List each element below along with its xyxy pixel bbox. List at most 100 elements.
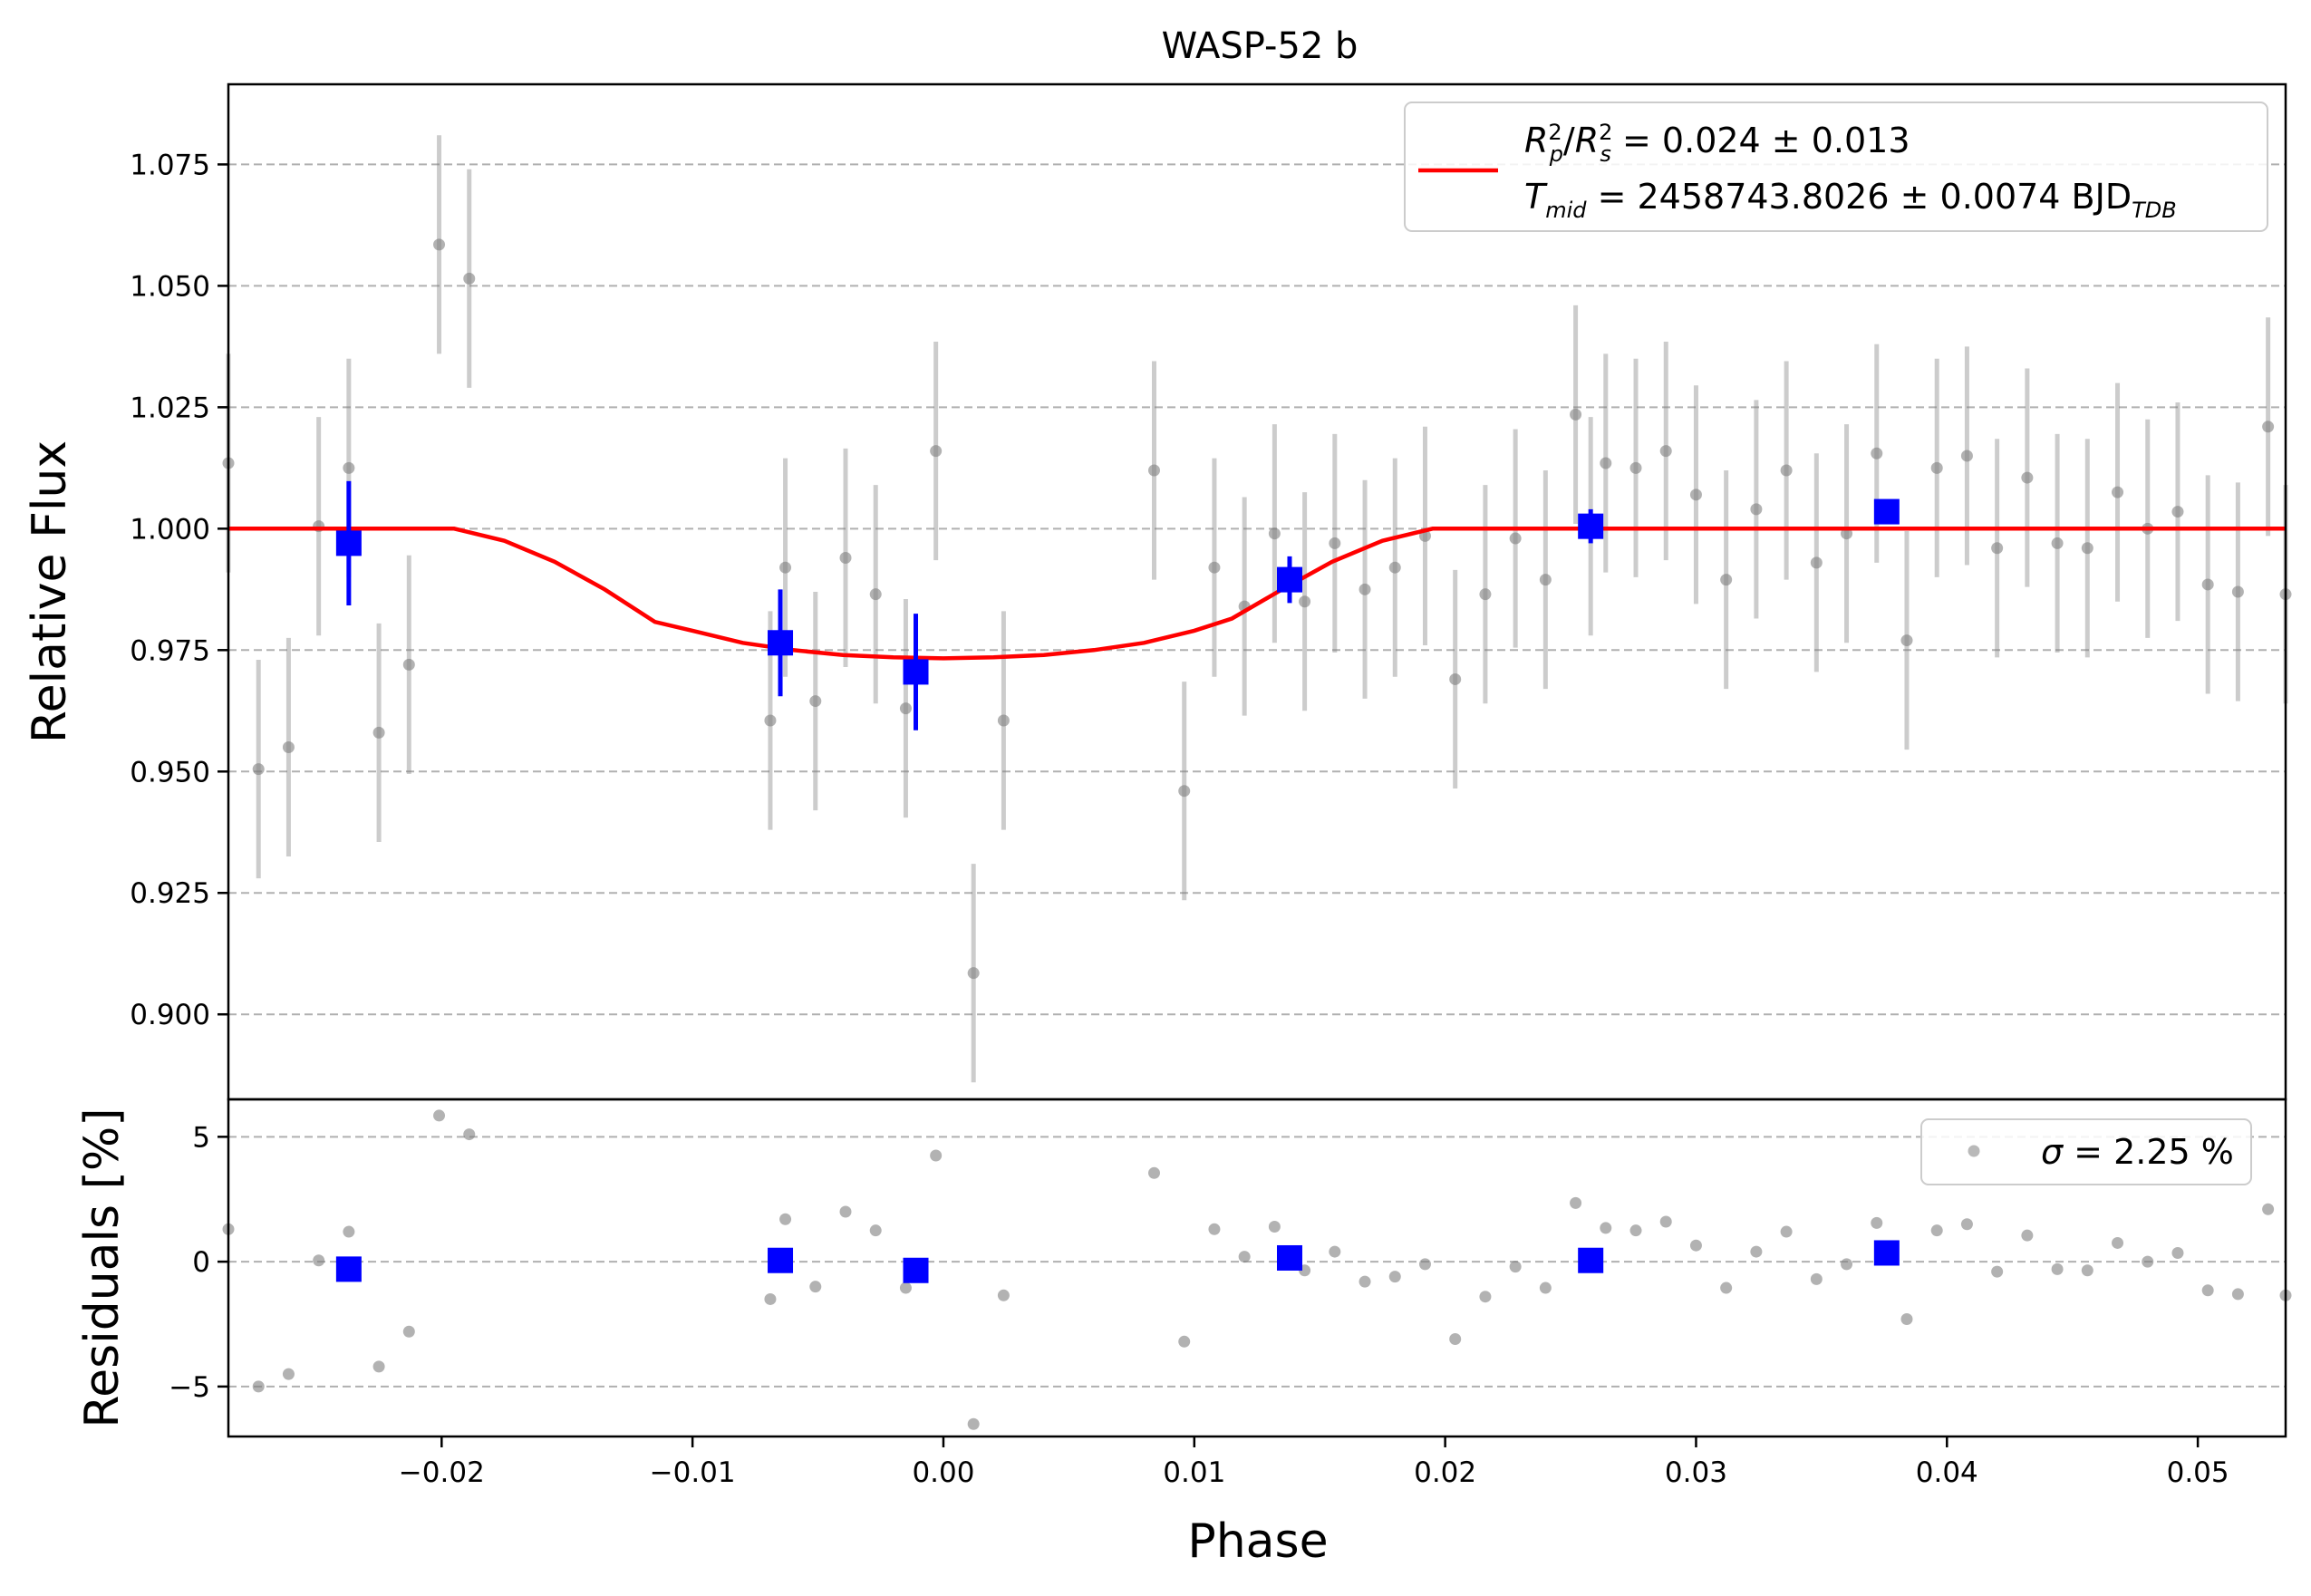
residual-data-point — [1329, 1245, 1341, 1258]
residual-data-point — [1418, 1258, 1431, 1271]
residual-data-point — [2231, 1288, 2244, 1301]
binned-data-point — [1873, 498, 1900, 525]
residual-data-point — [764, 1292, 777, 1305]
residual-data-point — [809, 1281, 822, 1293]
residual-binned-point — [903, 1257, 929, 1283]
legend-slash: / — [1563, 121, 1575, 160]
residual-data-point — [2112, 1236, 2124, 1249]
residual-data-point — [1659, 1215, 1672, 1228]
main-data-point — [1659, 445, 1672, 458]
x-tick-label: 0.03 — [1665, 1456, 1727, 1489]
main-data-point — [463, 272, 476, 285]
main-data-point — [1509, 532, 1522, 545]
residual-binned-point — [1578, 1247, 1604, 1273]
main-data-point — [1991, 542, 2004, 555]
main-data-point — [779, 561, 792, 574]
residual-data-point — [839, 1205, 852, 1218]
main-y-tick-label: 1.000 — [130, 513, 210, 546]
x-tick-label: 0.05 — [2167, 1456, 2229, 1489]
main-data-point — [1750, 503, 1763, 516]
binned-data-point — [1276, 566, 1302, 593]
residual-plot-frame — [227, 1098, 2287, 1438]
residual-data-point — [1539, 1282, 1552, 1294]
main-data-point — [2201, 578, 2214, 591]
main-data-point — [1600, 457, 1612, 469]
legend-rp-sup: 2 — [1548, 120, 1562, 145]
legend-line-2-value: = 2458743.8026 ± 0.0074 BJD — [1587, 177, 2132, 217]
x-tick-label: 0.00 — [912, 1456, 974, 1489]
residual-data-point — [869, 1224, 882, 1237]
main-data-point — [1720, 574, 1733, 586]
main-data-point — [402, 658, 415, 671]
residual-data-point — [433, 1109, 446, 1122]
main-data-point — [1178, 785, 1191, 798]
main-data-point — [2231, 585, 2244, 598]
x-tick-label: 0.02 — [1414, 1456, 1476, 1489]
main-data-point — [2021, 471, 2034, 484]
main-data-point — [372, 726, 385, 739]
legend-rp-symbol: R — [1524, 121, 1548, 160]
residual-data-point — [313, 1254, 325, 1267]
residual-data-point — [2262, 1203, 2275, 1215]
legend-line-1: R2 p/R2 s = 0.024 ± 0.013 — [1524, 120, 1910, 167]
residual-data-point — [1570, 1196, 1582, 1209]
residual-x-ticks: −0.02 −0.01 0.00 0.01 0.02 0.03 0.04 0.05 — [399, 1436, 2229, 1489]
residual-data-point — [2021, 1229, 2034, 1242]
main-data-point — [839, 551, 852, 564]
main-legend-box — [1404, 102, 2268, 232]
residual-data-point — [1479, 1291, 1492, 1303]
residual-data-point — [1930, 1224, 1943, 1237]
main-y-tick-label: 0.925 — [130, 877, 210, 910]
residual-data-point — [402, 1325, 415, 1338]
residual-binned-points — [335, 1240, 1900, 1283]
residual-data-point — [372, 1360, 385, 1373]
residual-data-point — [930, 1149, 943, 1162]
residual-binned-point — [768, 1247, 794, 1273]
main-data-point — [1960, 450, 1973, 462]
main-y-tick-label: 1.075 — [130, 149, 210, 181]
legend-rs-sub: s — [1600, 141, 1611, 167]
legend-rp-sub: p — [1549, 141, 1563, 167]
legend-line-2: Tmid = 2458743.8026 ± 0.0074 BJDTDB — [1524, 177, 2177, 223]
x-tick-label: −0.02 — [399, 1456, 485, 1489]
main-data-point — [1780, 464, 1793, 477]
main-y-tick-label: 0.975 — [130, 634, 210, 667]
main-data-point — [1299, 595, 1311, 608]
main-data-point — [967, 967, 980, 980]
main-data-point — [433, 238, 446, 251]
main-y-tick-label: 1.025 — [130, 392, 210, 424]
residual-data-point — [1720, 1282, 1733, 1294]
transit-model-line — [228, 527, 2286, 661]
x-tick-label: 0.04 — [1916, 1456, 1978, 1489]
main-data-point — [252, 763, 265, 776]
main-y-tick-label: 0.900 — [130, 999, 210, 1031]
legend-rs-symbol: R — [1575, 121, 1599, 160]
binned-data-point — [903, 659, 929, 685]
main-panel: 0.900 0.925 0.950 0.975 1.000 1.025 1.050 1.075… — [23, 82, 2292, 1101]
binned-data-point — [1578, 513, 1604, 539]
legend-rs-sup: 2 — [1599, 120, 1612, 145]
binned-data-point — [768, 630, 794, 656]
residual-legend-text: σ = 2.25 % — [2041, 1132, 2234, 1172]
main-data-point — [1268, 527, 1281, 540]
main-y-axis-label: Relative Flux — [23, 440, 77, 743]
main-data-point — [1148, 464, 1160, 477]
main-data-point — [997, 714, 1010, 727]
residual-data-point — [1600, 1222, 1612, 1234]
residual-data-point — [1268, 1221, 1281, 1233]
main-data-point — [1449, 672, 1462, 685]
residual-data-point — [252, 1380, 265, 1393]
residual-data-point — [1178, 1335, 1191, 1348]
residual-y-tick-label: −5 — [169, 1371, 210, 1404]
residual-data-point — [1780, 1225, 1793, 1238]
main-y-tick-label: 0.950 — [130, 756, 210, 788]
main-y-ticks: 0.900 0.925 0.950 0.975 1.000 1.025 1.050 1.075 — [130, 149, 228, 1031]
residual-data-point — [1509, 1261, 1522, 1273]
main-data-point — [282, 740, 295, 753]
main-data-point — [1689, 488, 1702, 501]
main-data-point — [869, 588, 882, 601]
main-y-tick-label: 1.050 — [130, 270, 210, 303]
residual-data-point — [899, 1282, 912, 1294]
residual-y-tick-label: 5 — [192, 1121, 210, 1154]
